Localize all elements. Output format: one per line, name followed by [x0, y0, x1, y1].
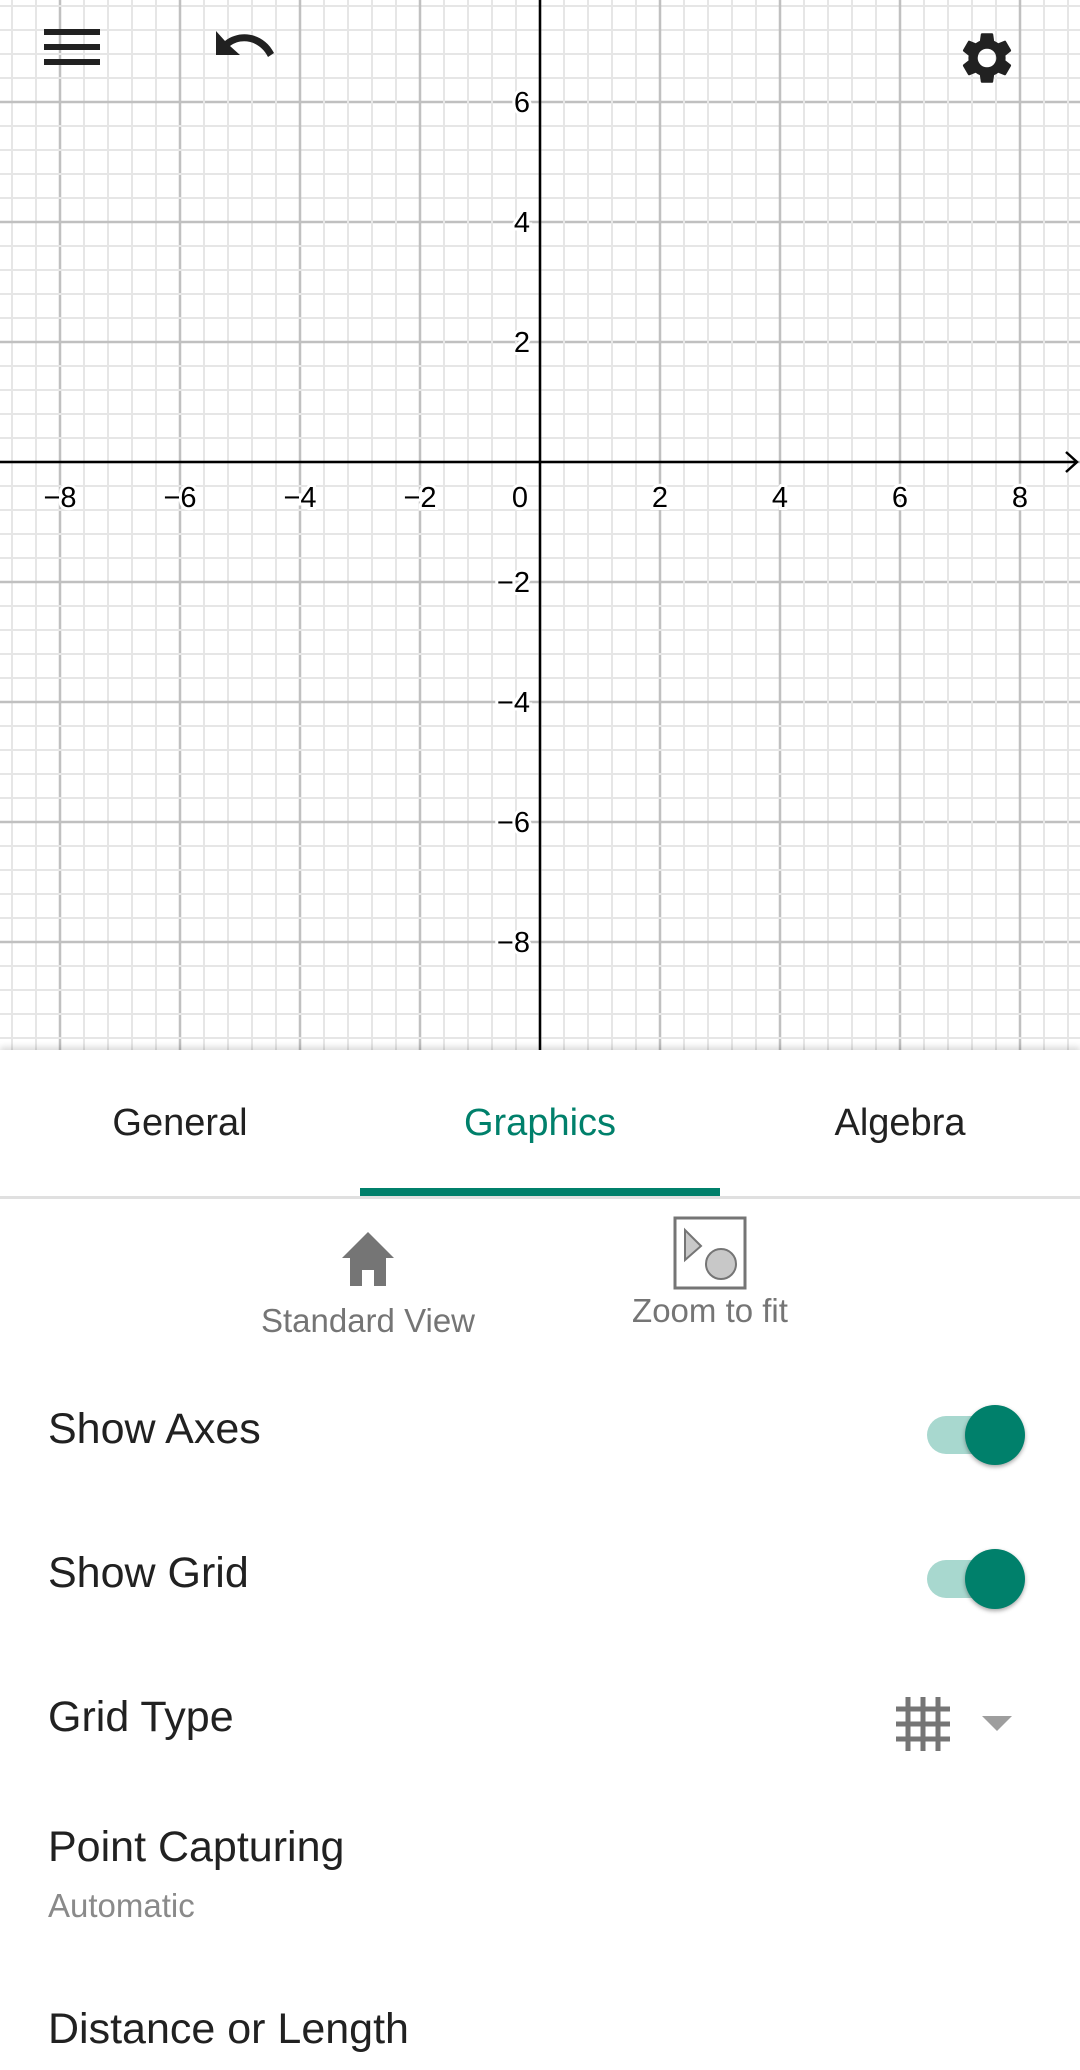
- y-tick-label: 6: [514, 87, 530, 119]
- home-icon: [342, 1232, 394, 1286]
- x-tick-label: 2: [652, 482, 668, 514]
- grid-type-row[interactable]: Grid Type: [0, 1693, 1080, 1753]
- grid-icon[interactable]: [896, 1697, 950, 1751]
- tab-algebra[interactable]: Algebra: [834, 1101, 966, 1144]
- undo-icon: [216, 31, 274, 57]
- x-tick-label: 8: [1012, 482, 1028, 514]
- x-tick-label: 6: [892, 482, 908, 514]
- x-tick-label: −4: [283, 482, 316, 514]
- standard-view-button[interactable]: Standard View: [248, 1230, 488, 1350]
- y-tick-label: −4: [497, 687, 530, 719]
- y-tick-label: −2: [497, 567, 530, 599]
- dropdown-arrow-icon[interactable]: [982, 1716, 1012, 1732]
- settings-tabs: General Graphics Algebra: [0, 1050, 1080, 1199]
- show-axes-row[interactable]: Show Axes: [0, 1405, 1080, 1465]
- show-axes-toggle[interactable]: [925, 1405, 1025, 1465]
- show-axes-label: Show Axes: [48, 1405, 261, 1453]
- active-tab-indicator: [360, 1188, 720, 1196]
- settings-panel: General Graphics Algebra Standard View Z…: [0, 1050, 1080, 2070]
- y-tick-label: −6: [497, 807, 530, 839]
- gear-icon: [962, 33, 1012, 83]
- tab-general[interactable]: General: [112, 1101, 248, 1144]
- show-grid-row[interactable]: Show Grid: [0, 1549, 1080, 1609]
- hamburger-menu-icon: [44, 29, 100, 65]
- settings-button[interactable]: [956, 27, 1036, 107]
- point-capturing-label: Point Capturing: [48, 1823, 345, 1871]
- distance-row[interactable]: Distance or Length: [0, 2005, 1080, 2065]
- x-tick-label: −6: [163, 482, 196, 514]
- undo-button[interactable]: [212, 27, 292, 107]
- x-tick-label: −2: [403, 482, 436, 514]
- point-capturing-value: Automatic: [48, 1887, 195, 1924]
- coordinate-grid: −8 −6 −4 −2 2 4 6 8 6 4 2 −2 −4 −6 −8 0: [0, 0, 1080, 1050]
- point-capturing-row[interactable]: Point Capturing Automatic: [0, 1823, 1080, 1943]
- y-tick-label: −8: [497, 927, 530, 959]
- zoom-to-fit-button[interactable]: Zoom to fit: [590, 1216, 830, 1350]
- standard-view-label: Standard View: [260, 1302, 476, 1339]
- menu-button[interactable]: [44, 27, 124, 107]
- x-axis-arrow: [1065, 451, 1079, 473]
- y-tick-label: 4: [514, 207, 530, 239]
- origin-label: 0: [512, 482, 528, 514]
- graphics-view[interactable]: −8 −6 −4 −2 2 4 6 8 6 4 2 −2 −4 −6 −8 0: [0, 0, 1080, 1050]
- show-grid-toggle[interactable]: [925, 1549, 1025, 1609]
- zoom-to-fit-label: Zoom to fit: [632, 1292, 788, 1329]
- y-tick-label: 2: [514, 327, 530, 359]
- zoom-to-fit-icon: [673, 1216, 747, 1290]
- x-tick-label: −8: [43, 482, 76, 514]
- grid-type-label: Grid Type: [48, 1693, 234, 1741]
- show-grid-label: Show Grid: [48, 1549, 249, 1597]
- x-tick-label: 4: [772, 482, 788, 514]
- distance-label: Distance or Length: [48, 2005, 409, 2053]
- tab-graphics[interactable]: Graphics: [463, 1101, 617, 1144]
